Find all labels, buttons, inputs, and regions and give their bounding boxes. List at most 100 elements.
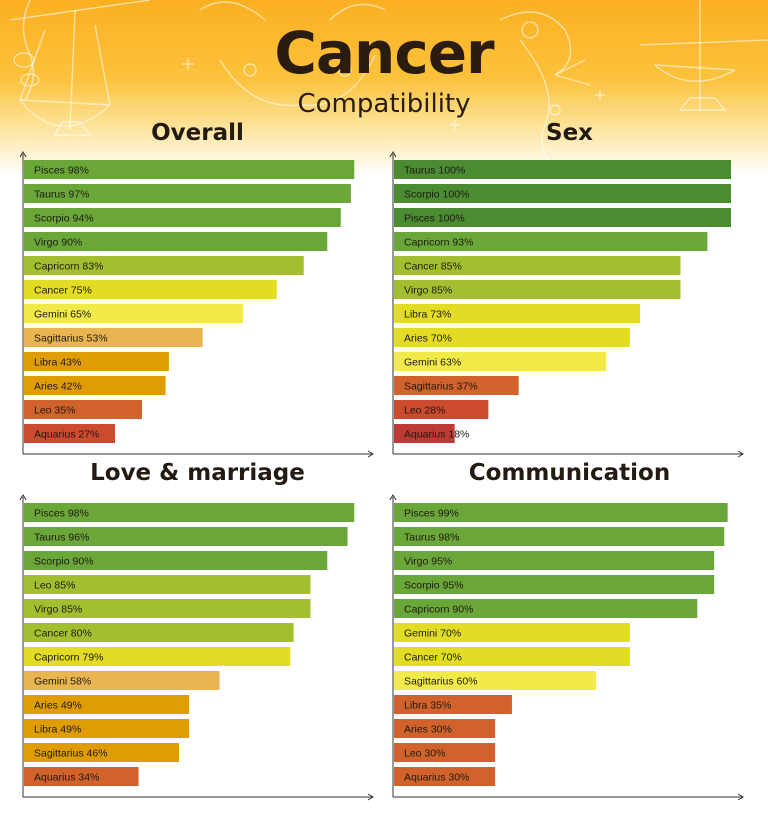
bar-label-love-marriage-capricorn: Capricorn 79% <box>34 652 103 664</box>
bar-label-communication-cancer: Cancer 70% <box>404 652 462 664</box>
chart-love-marriage: Pisces 98% Taurus 96% Scorpio 90% Leo 85% Vi… <box>19 494 374 801</box>
bar-label-sex-gemini: Gemini 63% <box>404 357 461 369</box>
bar-communication-aquarius <box>394 767 496 786</box>
bar-overall-sagittarius <box>24 328 203 347</box>
taurus-bull-icon <box>199 1 386 107</box>
bar-label-communication-scorpio: Scorpio 95% <box>404 580 464 592</box>
bar-overall-taurus <box>24 184 351 203</box>
bar-communication-pisces <box>394 503 728 522</box>
bar-communication-gemini <box>394 623 630 642</box>
bar-love-marriage-taurus <box>24 527 348 546</box>
bar-overall-gemini <box>24 304 244 323</box>
bar-sex-gemini <box>394 352 607 371</box>
bar-label-love-marriage-taurus: Taurus 96% <box>34 532 89 544</box>
vine-ornament-icon <box>13 0 40 101</box>
y-axis-arrow-love-marriage <box>19 494 27 501</box>
bar-label-overall-cancer: Cancer 75% <box>34 285 92 297</box>
bar-label-overall-aries: Aries 42% <box>34 381 82 393</box>
bar-sex-scorpio <box>394 184 731 203</box>
x-axis-arrow-sex <box>737 450 744 458</box>
bar-label-overall-taurus: Taurus 97% <box>34 189 89 201</box>
x-axis-arrow-love-marriage <box>367 793 374 801</box>
bar-label-love-marriage-aries: Aries 49% <box>34 700 82 712</box>
bar-love-marriage-aries <box>24 695 190 714</box>
bar-label-overall-scorpio: Scorpio 94% <box>34 213 94 225</box>
bar-communication-cancer <box>394 647 630 666</box>
y-axis-arrow-overall <box>19 151 27 158</box>
bar-communication-virgo <box>394 551 715 570</box>
bar-overall-capricorn <box>24 256 304 275</box>
bar-label-communication-capricorn: Capricorn 90% <box>404 604 473 616</box>
bar-label-communication-leo: Leo 30% <box>404 748 445 760</box>
bar-love-marriage-libra <box>24 719 190 738</box>
x-axis-arrow-overall <box>367 450 374 458</box>
bar-communication-libra <box>394 695 512 714</box>
bar-overall-virgo <box>24 232 328 251</box>
bar-sex-aquarius <box>394 424 455 443</box>
bar-label-overall-pisces: Pisces 98% <box>34 165 89 177</box>
bar-love-marriage-capricorn <box>24 647 291 666</box>
y-axis-arrow-communication <box>389 494 397 501</box>
bar-label-sex-capricorn: Capricorn 93% <box>404 237 473 249</box>
bar-label-communication-virgo: Virgo 95% <box>404 556 452 568</box>
bar-label-overall-aquarius: Aquarius 27% <box>34 429 99 441</box>
bar-sex-taurus <box>394 160 731 179</box>
libra-scales-left-icon <box>9 0 151 136</box>
bar-label-communication-gemini: Gemini 70% <box>404 628 461 640</box>
chart-title-communication: Communication <box>468 460 671 486</box>
bar-overall-scorpio <box>24 208 341 227</box>
bar-label-overall-leo: Leo 35% <box>34 405 75 417</box>
bar-communication-leo <box>394 743 496 762</box>
bar-sex-sagittarius <box>394 376 519 395</box>
bar-sex-virgo <box>394 280 681 299</box>
bar-sex-pisces <box>394 208 731 227</box>
chart-title-love-marriage: Love & marriage <box>90 460 305 486</box>
bar-communication-sagittarius <box>394 671 597 690</box>
bar-label-sex-taurus: Taurus 100% <box>404 165 465 177</box>
bar-label-love-marriage-libra: Libra 49% <box>34 724 81 736</box>
bar-communication-capricorn <box>394 599 698 618</box>
bar-label-love-marriage-scorpio: Scorpio 90% <box>34 556 94 568</box>
bar-label-overall-virgo: Virgo 90% <box>34 237 82 249</box>
bar-label-communication-libra: Libra 35% <box>404 700 451 712</box>
bar-label-overall-libra: Libra 43% <box>34 357 81 369</box>
bar-label-love-marriage-leo: Leo 85% <box>34 580 75 592</box>
bar-label-sex-cancer: Cancer 85% <box>404 261 462 273</box>
bar-communication-aries <box>394 719 496 738</box>
zodiac-illustrations <box>9 0 768 166</box>
bar-overall-aquarius <box>24 424 115 443</box>
scorpio-scorpion-icon <box>499 11 591 166</box>
chart-communication: Pisces 99% Taurus 98% Virgo 95% Scorpio 95%… <box>389 494 744 801</box>
page-title: Cancer <box>274 19 494 87</box>
bar-sex-leo <box>394 400 489 419</box>
bar-sex-cancer <box>394 256 681 275</box>
bar-label-overall-sagittarius: Sagittarius 53% <box>34 333 108 345</box>
bar-love-marriage-sagittarius <box>24 743 180 762</box>
bar-label-sex-virgo: Virgo 85% <box>404 285 452 297</box>
bar-label-love-marriage-pisces: Pisces 98% <box>34 508 89 520</box>
bar-overall-leo <box>24 400 142 419</box>
chart-title-sex: Sex <box>546 120 593 146</box>
bar-label-sex-sagittarius: Sagittarius 37% <box>404 381 478 393</box>
bar-love-marriage-virgo <box>24 599 311 618</box>
bar-label-communication-sagittarius: Sagittarius 60% <box>404 676 478 688</box>
bar-love-marriage-gemini <box>24 671 220 690</box>
bar-overall-aries <box>24 376 166 395</box>
bar-love-marriage-cancer <box>24 623 294 642</box>
bar-sex-libra <box>394 304 641 323</box>
page-subtitle: Compatibility <box>297 89 471 119</box>
libra-scales-right-icon <box>639 0 768 111</box>
bar-love-marriage-aquarius <box>24 767 139 786</box>
x-axis-arrow-communication <box>737 793 744 801</box>
bar-label-sex-scorpio: Scorpio 100% <box>404 189 469 201</box>
bar-love-marriage-leo <box>24 575 311 594</box>
sparkle-icon <box>182 58 605 130</box>
bar-communication-scorpio <box>394 575 715 594</box>
bar-label-sex-aquarius: Aquarius 18% <box>404 429 469 441</box>
bar-label-sex-pisces: Pisces 100% <box>404 213 465 225</box>
bar-label-love-marriage-gemini: Gemini 58% <box>34 676 91 688</box>
bar-label-sex-leo: Leo 28% <box>404 405 445 417</box>
chart-sex: Taurus 100% Scorpio 100% Pisces 100% Capric… <box>389 151 744 458</box>
bar-label-communication-taurus: Taurus 98% <box>404 532 459 544</box>
